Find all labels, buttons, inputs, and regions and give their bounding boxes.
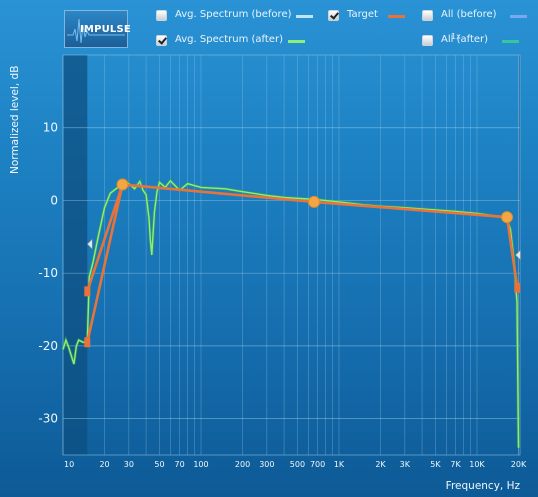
avg-before-swatch bbox=[296, 15, 313, 18]
target-checkbox[interactable] bbox=[328, 10, 339, 21]
x-tick-label: 2K bbox=[375, 460, 386, 469]
y-tick-label: 0 bbox=[50, 193, 58, 207]
x-tick-label: 20K bbox=[511, 460, 527, 469]
x-tick-label: 7K bbox=[450, 460, 461, 469]
y-axis-title: Normalized level, dB bbox=[9, 65, 21, 174]
x-tick-label: 70 bbox=[175, 460, 185, 469]
target-label: Target bbox=[347, 9, 378, 20]
x-tick-label: 10 bbox=[64, 460, 74, 469]
plot-frame bbox=[62, 54, 521, 456]
all-after-swatch bbox=[502, 40, 519, 43]
boundary-marker bbox=[84, 286, 91, 297]
x-tick-label: 100 bbox=[193, 460, 208, 469]
x-tick-label: 50 bbox=[154, 460, 164, 469]
x-tick-label: 30 bbox=[124, 460, 134, 469]
boundary-marker bbox=[514, 282, 521, 293]
low-cut-shade bbox=[63, 55, 88, 455]
target-handle[interactable] bbox=[308, 195, 321, 208]
impulse-button[interactable]: IMPULSE bbox=[64, 10, 131, 48]
all-after-checkbox[interactable] bbox=[422, 35, 433, 46]
avg-after-label: Avg. Spectrum (after) bbox=[175, 34, 283, 45]
spectrum-after-line bbox=[62, 179, 520, 448]
x-tick-label: 700 bbox=[310, 460, 325, 469]
zoom-label: 1x bbox=[451, 32, 461, 41]
y-tick-label: 10 bbox=[43, 121, 58, 135]
all-before-swatch bbox=[510, 15, 527, 18]
avg-before-checkbox[interactable] bbox=[156, 10, 167, 21]
avg-after-checkbox[interactable] bbox=[156, 35, 167, 46]
x-tick-label: 500 bbox=[290, 460, 305, 469]
high-limit-handle bbox=[515, 249, 521, 261]
all-before-checkbox[interactable] bbox=[422, 10, 433, 21]
x-tick-label: 10K bbox=[469, 460, 485, 469]
avg-after-swatch bbox=[288, 40, 305, 43]
target-line bbox=[86, 183, 519, 343]
x-tick-label: 5K bbox=[430, 460, 441, 469]
y-tick-label: -20 bbox=[38, 339, 58, 353]
all-after-label: All (after) bbox=[441, 34, 489, 45]
y-tick-label: -10 bbox=[38, 266, 58, 280]
impulse-button-label: IMPULSE bbox=[80, 24, 131, 35]
boundary-marker bbox=[84, 337, 91, 348]
x-tick-label: 300 bbox=[259, 460, 274, 469]
x-tick-label: 1K bbox=[334, 460, 345, 469]
all-before-label: All (before) bbox=[441, 9, 497, 20]
y-tick-label: -30 bbox=[38, 412, 58, 426]
x-axis-title: Frequency, Hz bbox=[445, 480, 520, 492]
x-tick-label: 20 bbox=[99, 460, 109, 469]
target-swatch bbox=[388, 15, 405, 18]
waveform-icon bbox=[67, 18, 125, 44]
target-handle[interactable] bbox=[500, 211, 513, 224]
target-handle[interactable] bbox=[116, 178, 129, 191]
x-tick-label: 3K bbox=[400, 460, 411, 469]
x-tick-label: 200 bbox=[235, 460, 250, 469]
low-limit-handle bbox=[86, 238, 93, 250]
avg-before-label: Avg. Spectrum (before) bbox=[175, 9, 292, 20]
spectrum-after-shadow bbox=[61, 178, 520, 448]
target-line bbox=[86, 184, 124, 292]
